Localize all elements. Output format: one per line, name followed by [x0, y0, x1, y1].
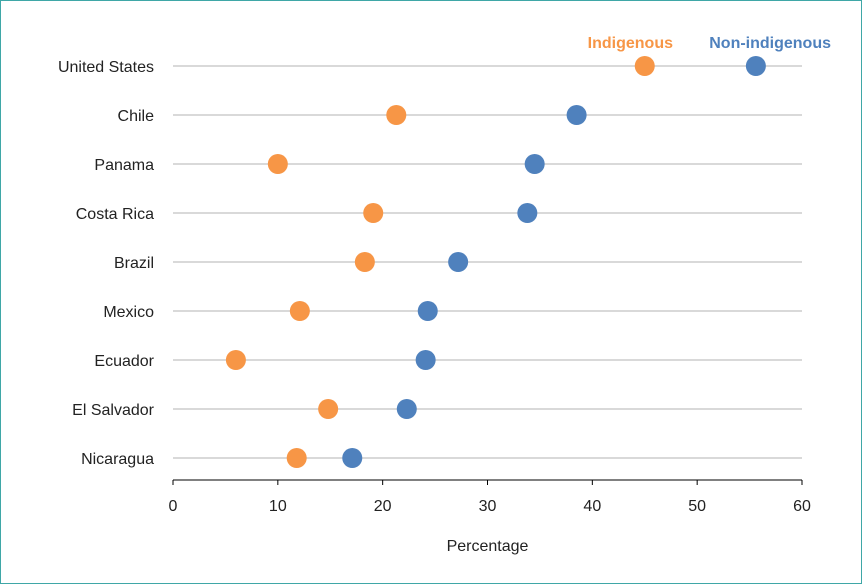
x-tick-label-50: 50 — [688, 498, 706, 515]
point-non-indigenous-chile — [566, 105, 587, 125]
category-labels: United States Chile Panama Costa Rica Brazil… — [58, 59, 155, 468]
legend: Indigenous Non-indigenous — [588, 35, 831, 52]
category-label-brazil: Brazil — [114, 255, 154, 272]
point-indigenous-chile — [386, 105, 407, 125]
point-non-indigenous-ecuador — [415, 350, 436, 370]
point-indigenous-brazil — [354, 252, 375, 272]
point-indigenous-costa-rica — [363, 203, 384, 223]
point-non-indigenous-mexico — [417, 301, 438, 321]
x-axis-tick-labels: 0 10 20 30 40 50 60 — [169, 480, 811, 515]
point-indigenous-nicaragua — [286, 448, 307, 468]
point-indigenous-el-salvador — [318, 399, 339, 419]
connector-lines — [173, 65, 802, 459]
category-label-mexico: Mexico — [103, 304, 154, 321]
x-tick-label-10: 10 — [269, 498, 287, 515]
category-label-united-states: United States — [58, 59, 154, 76]
category-label-chile: Chile — [118, 108, 155, 125]
x-tick-label-20: 20 — [374, 498, 392, 515]
category-label-costa-rica: Costa Rica — [76, 206, 154, 223]
x-tick-label-30: 30 — [479, 498, 497, 515]
point-non-indigenous-united-states — [745, 56, 766, 76]
category-label-el-salvador: El Salvador — [72, 402, 154, 419]
point-non-indigenous-el-salvador — [396, 399, 417, 419]
point-non-indigenous-panama — [524, 154, 545, 174]
point-non-indigenous-nicaragua — [342, 448, 363, 468]
point-non-indigenous-costa-rica — [517, 203, 538, 223]
category-label-nicaragua: Nicaragua — [81, 451, 154, 468]
x-axis-title: Percentage — [447, 538, 529, 555]
category-label-panama: Panama — [94, 157, 154, 174]
point-indigenous-panama — [267, 154, 288, 174]
x-tick-label-0: 0 — [169, 498, 178, 515]
data-points — [225, 56, 766, 468]
legend-item-indigenous: Indigenous — [588, 35, 673, 52]
category-label-ecuador: Ecuador — [94, 353, 154, 370]
legend-item-non-indigenous: Non-indigenous — [709, 35, 831, 52]
point-indigenous-mexico — [289, 301, 310, 321]
point-indigenous-united-states — [634, 56, 655, 76]
point-non-indigenous-brazil — [448, 252, 469, 272]
point-indigenous-ecuador — [225, 350, 246, 370]
x-tick-label-60: 60 — [793, 498, 811, 515]
x-tick-label-40: 40 — [583, 498, 601, 515]
